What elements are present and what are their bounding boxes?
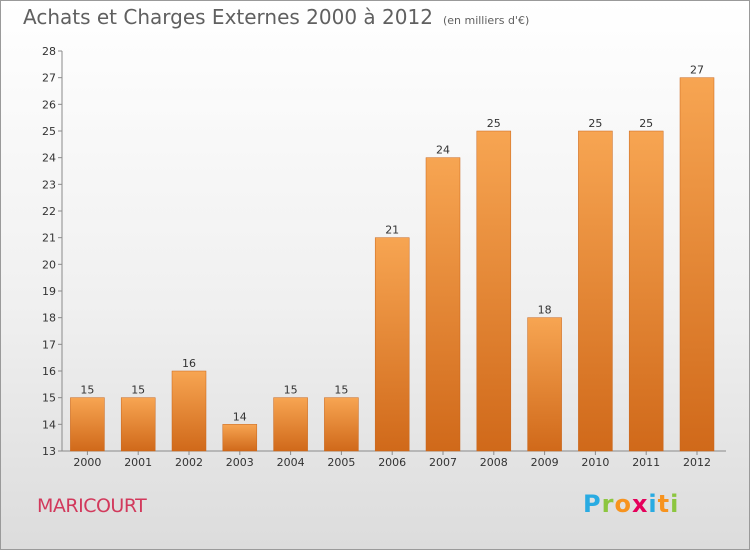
proxiti-logo[interactable]: Proxiti <box>583 490 679 518</box>
logo-letter: i <box>648 490 658 518</box>
x-tick-label: 2002 <box>175 456 203 469</box>
bar <box>476 130 512 452</box>
y-tick-label: 25 <box>42 125 56 138</box>
bar-value-label: 15 <box>284 384 298 397</box>
bar <box>70 397 105 452</box>
bar <box>324 397 359 452</box>
y-tick-label: 27 <box>42 72 56 85</box>
bar-value-label: 15 <box>334 384 348 397</box>
bar-value-label: 24 <box>436 144 450 157</box>
bar-value-label: 18 <box>538 304 552 317</box>
bar <box>425 157 461 452</box>
bar <box>171 370 207 452</box>
bars: 15 15 16 14 15 15 21 24 25 18 25 25 27 <box>70 64 715 452</box>
bar-value-label: 25 <box>588 117 602 130</box>
y-tick-label: 16 <box>42 365 56 378</box>
bar-value-label: 15 <box>131 384 145 397</box>
bar <box>120 397 156 452</box>
bar <box>222 424 258 452</box>
chart-unit: (en milliers d'€) <box>442 14 530 27</box>
bar-value-label: 16 <box>182 357 196 370</box>
y-tick-label: 23 <box>42 178 56 191</box>
bar <box>527 317 562 452</box>
logo-letter: o <box>614 490 632 518</box>
bar-value-label: 21 <box>385 224 399 237</box>
y-tick-label: 13 <box>42 445 56 458</box>
logo-letter: x <box>631 490 649 518</box>
bar-value-label: 25 <box>487 117 501 130</box>
x-tick-label: 2007 <box>429 456 457 469</box>
y-tick-label: 22 <box>42 205 56 218</box>
bar-value-label: 14 <box>233 410 247 423</box>
y-tick-label: 14 <box>42 418 56 431</box>
y-tick-label: 20 <box>42 258 56 271</box>
x-tick-label: 2004 <box>277 456 305 469</box>
bar <box>628 130 664 452</box>
bar <box>273 397 308 452</box>
logo-letter: i <box>670 490 680 518</box>
bar-value-label: 15 <box>80 384 94 397</box>
y-tick-label: 19 <box>42 285 56 298</box>
x-tick-label: 2009 <box>531 456 559 469</box>
town-name: MARICOURT <box>37 495 147 517</box>
bar-value-label: 27 <box>690 64 704 77</box>
y-tick-label: 18 <box>42 312 56 325</box>
y-tick-label: 21 <box>42 232 56 245</box>
x-tick-label: 2005 <box>327 456 355 469</box>
y-tick-label: 26 <box>42 98 56 111</box>
y-tick-label: 15 <box>42 392 56 405</box>
logo-letter: t <box>657 490 671 518</box>
bar <box>374 237 410 452</box>
y-tick-label: 17 <box>42 338 56 351</box>
y-tick-label: 24 <box>42 152 56 165</box>
chart-title: Achats et Charges Externes 2000 à 2012 <box>23 5 433 29</box>
x-tick-label: 2000 <box>73 456 101 469</box>
x-tick-label: 2003 <box>226 456 254 469</box>
x-tick-label: 2006 <box>378 456 406 469</box>
y-tick-label: 28 <box>42 45 56 58</box>
title-block: Achats et Charges Externes 2000 à 2012 (e… <box>23 5 529 29</box>
x-tick-label: 2001 <box>124 456 152 469</box>
bar <box>578 130 613 452</box>
x-tick-label: 2008 <box>480 456 508 469</box>
axes: 13 14 15 16 17 18 19 20 21 22 23 24 25 26 27 28 2000 2001… <box>42 45 726 469</box>
logo-letter: P <box>583 490 602 518</box>
bar-value-label: 25 <box>639 117 653 130</box>
x-tick-label: 2011 <box>632 456 660 469</box>
logo-letter: r <box>601 490 615 518</box>
x-tick-label: 2010 <box>581 456 609 469</box>
x-tick-label: 2012 <box>683 456 711 469</box>
bar <box>679 77 715 452</box>
